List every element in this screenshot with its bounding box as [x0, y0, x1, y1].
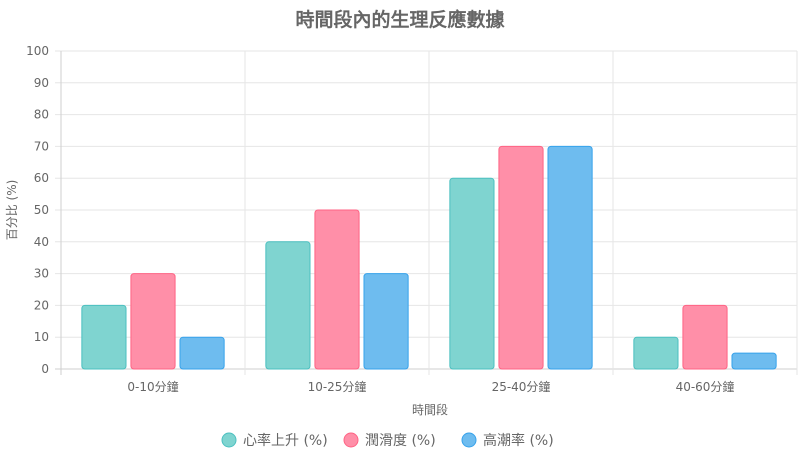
legend-swatch — [221, 432, 237, 448]
bar[interactable] — [682, 304, 728, 370]
x-tick-label: 0-10分鐘 — [127, 379, 178, 394]
chart-title: 時間段內的生理反應數據 — [295, 8, 505, 31]
y-tick-label: 90 — [34, 76, 49, 90]
y-tick-label: 100 — [26, 44, 49, 58]
y-tick-label: 50 — [34, 203, 49, 217]
bar[interactable] — [179, 336, 225, 370]
x-tick-label: 10-25分鐘 — [308, 379, 367, 394]
x-tick-label: 25-40分鐘 — [492, 379, 551, 394]
bar[interactable] — [731, 352, 777, 370]
bar[interactable] — [363, 273, 409, 370]
legend-label: 高潮率 (%) — [483, 432, 554, 449]
y-axis-ticks: 0 10 20 30 40 50 60 70 80 90 100 — [26, 44, 49, 376]
y-tick-label: 40 — [34, 235, 49, 249]
y-tick-label: 0 — [41, 362, 49, 376]
y-axis-title: 百分比 (%) — [5, 180, 19, 241]
x-axis-ticks: 0-10分鐘 10-25分鐘 25-40分鐘 40-60分鐘 — [127, 379, 734, 394]
bar[interactable] — [449, 177, 495, 370]
y-tick-label: 60 — [34, 171, 49, 185]
legend-label: 心率上升 (%) — [243, 432, 328, 449]
y-tick-label: 20 — [34, 298, 49, 312]
bar[interactable] — [81, 304, 127, 370]
legend-swatch — [343, 432, 359, 448]
bar[interactable] — [498, 145, 544, 370]
legend-item[interactable]: 潤滑度 (%) — [343, 432, 436, 449]
legend-item[interactable]: 心率上升 (%) — [221, 432, 328, 449]
y-tick-label: 70 — [34, 139, 49, 153]
legend-label: 潤滑度 (%) — [365, 432, 436, 449]
legend: 心率上升 (%) 潤滑度 (%) 高潮率 (%) — [221, 432, 554, 449]
bar[interactable] — [633, 336, 679, 370]
y-tick-label: 80 — [34, 108, 49, 122]
legend-swatch — [461, 432, 477, 448]
y-tick-label: 30 — [34, 267, 49, 281]
grid — [55, 50, 798, 375]
x-tick-label: 40-60分鐘 — [676, 379, 735, 394]
legend-item[interactable]: 高潮率 (%) — [461, 432, 554, 449]
bar[interactable] — [314, 209, 360, 370]
y-tick-label: 10 — [34, 330, 49, 344]
bars — [81, 145, 777, 370]
bar[interactable] — [547, 145, 593, 370]
bar[interactable] — [130, 273, 176, 370]
bar[interactable] — [265, 241, 311, 370]
x-axis-title: 時間段 — [412, 402, 448, 417]
